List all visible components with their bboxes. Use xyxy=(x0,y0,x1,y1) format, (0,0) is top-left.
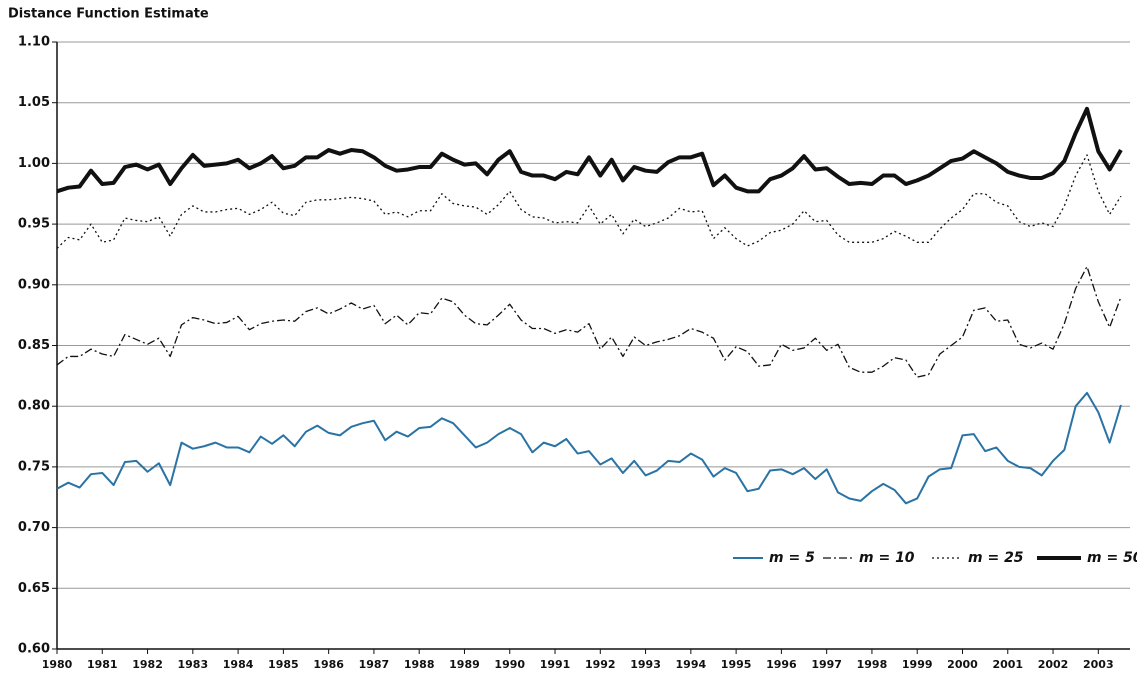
y-tick-label: 0.75 xyxy=(18,459,50,474)
x-tick-label: 1999 xyxy=(902,658,933,671)
x-tick-label: 1996 xyxy=(766,658,797,671)
legend-label: m = 5 xyxy=(769,550,815,566)
y-tick-label: 0.70 xyxy=(18,520,50,535)
x-tick-label: 1981 xyxy=(87,658,118,671)
x-tick-label: 1997 xyxy=(811,658,842,671)
y-tick-label: 0.60 xyxy=(18,642,50,657)
y-tick-label: 1.10 xyxy=(18,35,50,50)
x-tick-label: 2002 xyxy=(1038,658,1069,671)
y-tick-label: 0.85 xyxy=(18,338,50,353)
x-tick-label: 1989 xyxy=(449,658,480,671)
x-tick-label: 1991 xyxy=(540,658,571,671)
x-tick-label: 2001 xyxy=(992,658,1023,671)
y-axis-title: Distance Function Estimate xyxy=(8,7,209,22)
series-line xyxy=(56,265,1122,378)
x-tick-label: 1980 xyxy=(42,658,73,671)
y-tick-label: 0.90 xyxy=(18,277,50,292)
x-tick-label: 1995 xyxy=(721,658,752,671)
series-line xyxy=(56,154,1122,249)
series-line xyxy=(56,106,1123,194)
x-tick-label: 1984 xyxy=(223,658,254,671)
y-tick-label: 0.65 xyxy=(18,581,50,596)
y-tick-label: 1.05 xyxy=(18,95,50,110)
x-tick-label: 1987 xyxy=(359,658,390,671)
x-tick-label: 1998 xyxy=(857,658,888,671)
x-tick-label: 1992 xyxy=(585,658,616,671)
x-tick-label: 1993 xyxy=(630,658,661,671)
legend-label: m = 50 xyxy=(1087,550,1137,566)
legend-label: m = 25 xyxy=(968,550,1024,566)
y-tick-label: 0.95 xyxy=(18,217,50,232)
x-tick-label: 1985 xyxy=(268,658,299,671)
x-tick-label: 1982 xyxy=(132,658,163,671)
x-tick-label: 1986 xyxy=(313,658,344,671)
series-line xyxy=(56,391,1122,505)
x-tick-label: 2003 xyxy=(1083,658,1114,671)
x-tick-label: 1990 xyxy=(494,658,525,671)
y-tick-label: 0.80 xyxy=(18,399,50,414)
x-tick-label: 1988 xyxy=(404,658,435,671)
x-tick-label: 2000 xyxy=(947,658,978,671)
legend-label: m = 10 xyxy=(859,550,915,566)
y-tick-label: 1.00 xyxy=(18,156,50,171)
x-tick-label: 1994 xyxy=(676,658,707,671)
x-tick-label: 1983 xyxy=(178,658,209,671)
